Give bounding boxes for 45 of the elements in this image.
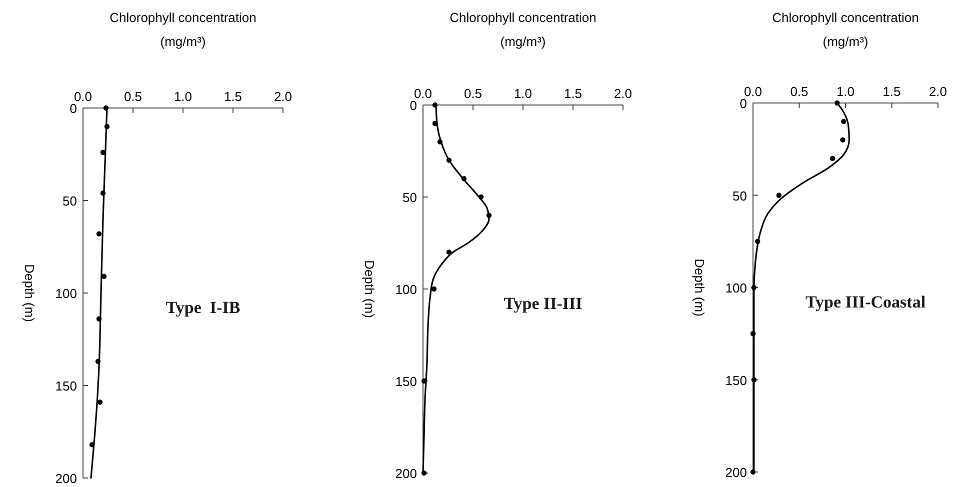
x-tick-label: 0.5 <box>124 89 142 104</box>
y-tick-label: 100 <box>55 286 77 301</box>
x-tick-label: 1.5 <box>564 86 582 101</box>
y-tick-label: 50 <box>62 194 77 208</box>
point <box>840 137 846 142</box>
y-tick-label: 50 <box>402 190 417 205</box>
x-tick-label: 1.0 <box>836 84 855 99</box>
x-tick-label: 0.5 <box>464 86 482 101</box>
x-tick-label: 1.0 <box>174 89 192 104</box>
x-axis-title: Chlorophyll concentration (mg/m³) <box>772 10 919 49</box>
y-tick-label: 0 <box>70 101 77 116</box>
point <box>776 192 782 198</box>
point <box>97 400 103 405</box>
x-tick-label: 2.0 <box>274 89 292 104</box>
y-tick-label: 0 <box>410 98 417 113</box>
y-axis-title: Depth (m) <box>22 264 37 322</box>
annotation: Type I-IB <box>166 298 240 317</box>
x-tick-label: 2.0 <box>928 84 948 99</box>
x-tick-label: 0.0 <box>74 89 92 104</box>
x-tick-label: 0.5 <box>790 84 808 99</box>
y-tick-label: 100 <box>725 280 747 296</box>
y-tick-label: 150 <box>395 374 417 389</box>
x-axis-title: Chlorophyll concentration (mg/m³) <box>450 10 596 49</box>
y-axis-title: Depth (m) <box>362 260 377 318</box>
annotation: Type II-III <box>504 294 583 313</box>
y-axis-title: Depth (m) <box>692 258 707 316</box>
x-tick-label: 0.0 <box>744 84 762 99</box>
x-tick-label: 2.0 <box>614 86 632 101</box>
y-tick-label: 200 <box>55 471 77 486</box>
x-tick-label: 0.0 <box>414 86 432 101</box>
x-tick-label: 1.5 <box>224 89 242 104</box>
y-tick-label: 150 <box>55 378 77 394</box>
point <box>96 231 102 236</box>
y-tick-label: 100 <box>395 282 417 297</box>
y-tick-label: 150 <box>725 372 747 388</box>
y-tick-label: 200 <box>395 466 417 481</box>
x-axis-title: Chlorophyll concentration (mg/m³) <box>110 10 256 49</box>
x-tick-label: 1.0 <box>514 86 532 101</box>
y-tick-label: 50 <box>732 188 747 204</box>
annotation: Type III-Coastal <box>805 292 926 312</box>
point <box>830 156 836 161</box>
point <box>841 118 846 124</box>
y-tick-label: 200 <box>725 465 747 480</box>
y-tick-label: 0 <box>740 96 747 111</box>
x-tick-label: 1.5 <box>882 84 901 99</box>
